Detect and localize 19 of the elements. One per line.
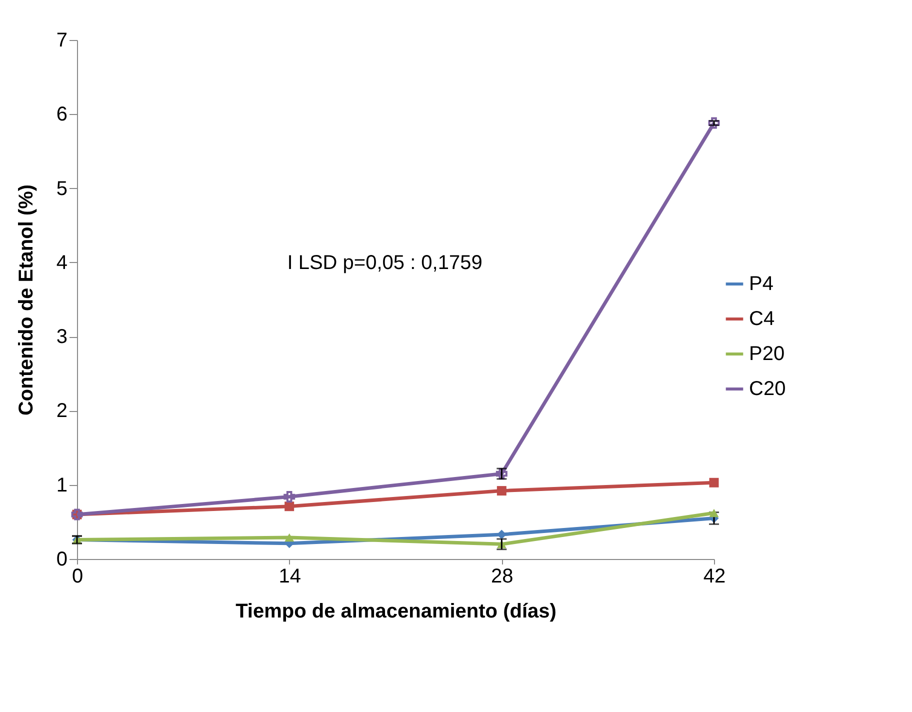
legend-label: P20 — [749, 343, 785, 366]
x-tick-label: 14 — [278, 566, 301, 588]
y-tick-label: 4 — [56, 252, 68, 274]
legend-label: C20 — [749, 378, 786, 400]
x-tick-label: 28 — [491, 566, 514, 588]
legend-label: C4 — [749, 308, 775, 330]
y-tick-label: 3 — [56, 326, 68, 348]
y-tick-label: 0 — [56, 548, 68, 570]
y-tick-label: 1 — [56, 474, 68, 496]
y-tick-label: 6 — [56, 104, 68, 126]
y-tick-label: 7 — [56, 30, 68, 52]
y-tick-label: 5 — [56, 178, 68, 200]
y-axis-title: Contenido de Etanol (%) — [15, 184, 38, 416]
annotation: I LSD p=0,05 : 0,1759 — [287, 252, 482, 274]
y-tick-label: 2 — [56, 400, 68, 422]
x-tick-label: 0 — [72, 566, 84, 588]
legend-label: P4 — [749, 273, 774, 296]
x-axis-title: Tiempo de almacenamiento (días) — [236, 600, 556, 622]
x-tick-label: 42 — [703, 566, 726, 588]
